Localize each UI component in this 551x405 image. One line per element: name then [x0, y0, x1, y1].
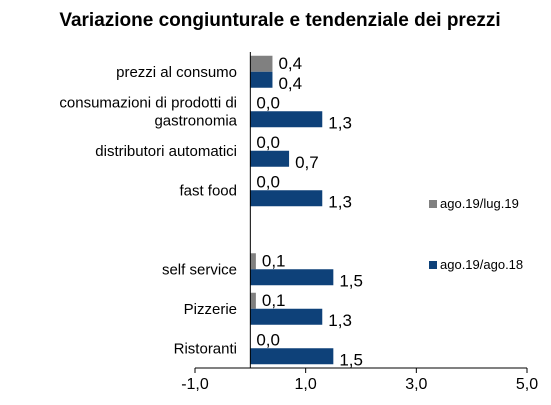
category-label: fast food — [179, 182, 237, 199]
value-label: 1,3 — [328, 311, 352, 330]
category-label: gastronomia — [154, 112, 237, 129]
category-label: Pizzerie — [184, 301, 237, 318]
x-tick-label: 1,0 — [295, 376, 317, 393]
legend-swatch — [429, 200, 437, 208]
value-label: 1,3 — [328, 192, 352, 211]
bar-ago.19/ago.18 — [250, 348, 334, 365]
bar-ago.19/ago.18 — [250, 190, 323, 207]
legend-label: ago.19/lug.19 — [440, 196, 519, 211]
bar-ago.19/ago.18 — [250, 150, 290, 167]
value-label: 0,0 — [256, 93, 280, 112]
bar-ago.19/ago.18 — [250, 269, 334, 286]
x-tick-label: -1,0 — [181, 376, 209, 393]
category-label: Ristoranti — [174, 340, 237, 357]
x-tick-label: 3,0 — [405, 376, 427, 393]
category-label: self service — [162, 261, 237, 278]
value-label: 0,1 — [262, 251, 286, 270]
category-label: prezzi al consumo — [116, 64, 237, 81]
legend-swatch — [429, 261, 437, 269]
legend-label: ago.19/ago.18 — [440, 257, 523, 272]
x-tick-label: 5,0 — [516, 376, 538, 393]
bar-ago.19/ago.18 — [250, 71, 273, 88]
chart-title: Variazione congiunturale e tendenziale d… — [59, 10, 501, 31]
value-label: 1,5 — [339, 271, 363, 290]
value-label: 1,3 — [328, 113, 352, 132]
bar-ago.19/lug.19 — [250, 55, 273, 72]
value-label: 0,0 — [256, 172, 280, 191]
bar-ago.19/ago.18 — [250, 308, 323, 325]
bar-ago.19/ago.18 — [250, 111, 323, 128]
value-label: 0,0 — [256, 133, 280, 152]
bar-ago.19/lug.19 — [250, 253, 256, 270]
value-label: 0,4 — [278, 54, 302, 73]
value-label: 1,5 — [339, 350, 363, 369]
value-label: 0,7 — [295, 153, 319, 172]
category-label: consumazioni di prodotti di — [59, 94, 237, 111]
value-label: 0,0 — [256, 330, 280, 349]
value-label: 0,1 — [262, 291, 286, 310]
value-label: 0,4 — [278, 74, 302, 93]
bar-ago.19/lug.19 — [250, 292, 256, 309]
category-label: distributori automatici — [95, 143, 237, 160]
